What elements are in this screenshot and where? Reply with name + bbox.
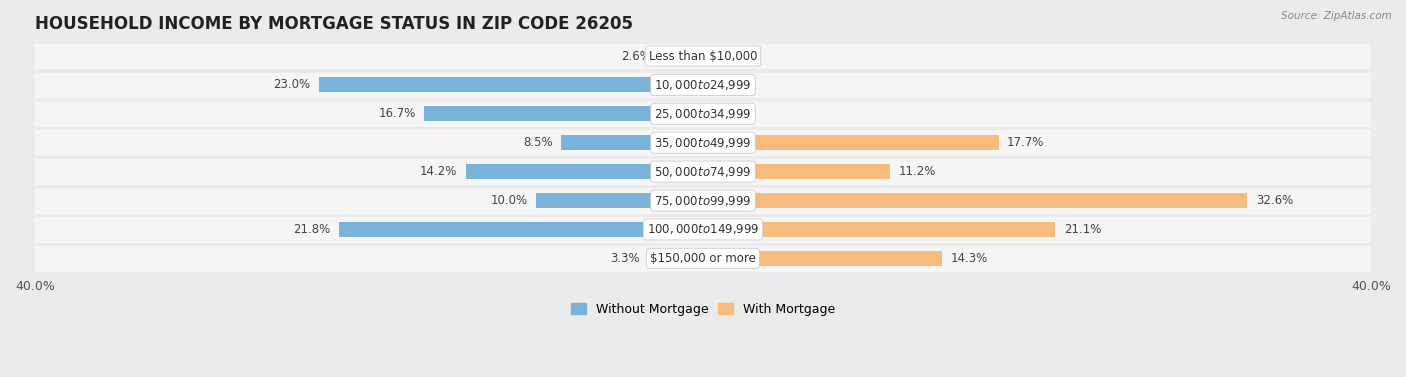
- Bar: [35, 159, 1371, 184]
- Text: HOUSEHOLD INCOME BY MORTGAGE STATUS IN ZIP CODE 26205: HOUSEHOLD INCOME BY MORTGAGE STATUS IN Z…: [35, 15, 633, 33]
- Bar: [648, 251, 703, 266]
- Text: $10,000 to $24,999: $10,000 to $24,999: [654, 78, 752, 92]
- Text: Source: ZipAtlas.com: Source: ZipAtlas.com: [1281, 11, 1392, 21]
- Bar: [35, 217, 1371, 242]
- Bar: [703, 193, 1247, 208]
- Text: 17.7%: 17.7%: [1007, 136, 1045, 149]
- Bar: [35, 188, 1371, 213]
- Text: 21.1%: 21.1%: [1064, 223, 1101, 236]
- Text: $25,000 to $34,999: $25,000 to $34,999: [654, 107, 752, 121]
- Text: 23.0%: 23.0%: [273, 78, 311, 91]
- Text: $100,000 to $149,999: $100,000 to $149,999: [647, 222, 759, 236]
- Bar: [35, 44, 1371, 68]
- Text: 8.5%: 8.5%: [523, 136, 553, 149]
- Legend: Without Mortgage, With Mortgage: Without Mortgage, With Mortgage: [567, 299, 839, 319]
- Text: 21.8%: 21.8%: [294, 223, 330, 236]
- Bar: [465, 164, 703, 179]
- Bar: [561, 135, 703, 150]
- Bar: [35, 73, 1371, 97]
- Text: 16.7%: 16.7%: [378, 107, 416, 120]
- Text: 10.0%: 10.0%: [491, 194, 527, 207]
- Text: 14.3%: 14.3%: [950, 252, 987, 265]
- Bar: [35, 246, 1371, 271]
- Bar: [659, 49, 703, 63]
- Text: $50,000 to $74,999: $50,000 to $74,999: [654, 165, 752, 179]
- Text: 14.2%: 14.2%: [420, 165, 457, 178]
- Text: 2.6%: 2.6%: [621, 49, 651, 63]
- Bar: [536, 193, 703, 208]
- Text: $75,000 to $99,999: $75,000 to $99,999: [654, 193, 752, 207]
- Bar: [703, 251, 942, 266]
- Text: 11.2%: 11.2%: [898, 165, 936, 178]
- Text: $150,000 or more: $150,000 or more: [650, 252, 756, 265]
- Bar: [703, 222, 1056, 237]
- Text: Less than $10,000: Less than $10,000: [648, 49, 758, 63]
- Text: 32.6%: 32.6%: [1256, 194, 1294, 207]
- Bar: [319, 77, 703, 92]
- Bar: [35, 101, 1371, 126]
- Bar: [35, 130, 1371, 155]
- Bar: [703, 135, 998, 150]
- Text: $35,000 to $49,999: $35,000 to $49,999: [654, 136, 752, 150]
- Bar: [339, 222, 703, 237]
- Bar: [703, 164, 890, 179]
- Text: 3.3%: 3.3%: [610, 252, 640, 265]
- Bar: [425, 106, 703, 121]
